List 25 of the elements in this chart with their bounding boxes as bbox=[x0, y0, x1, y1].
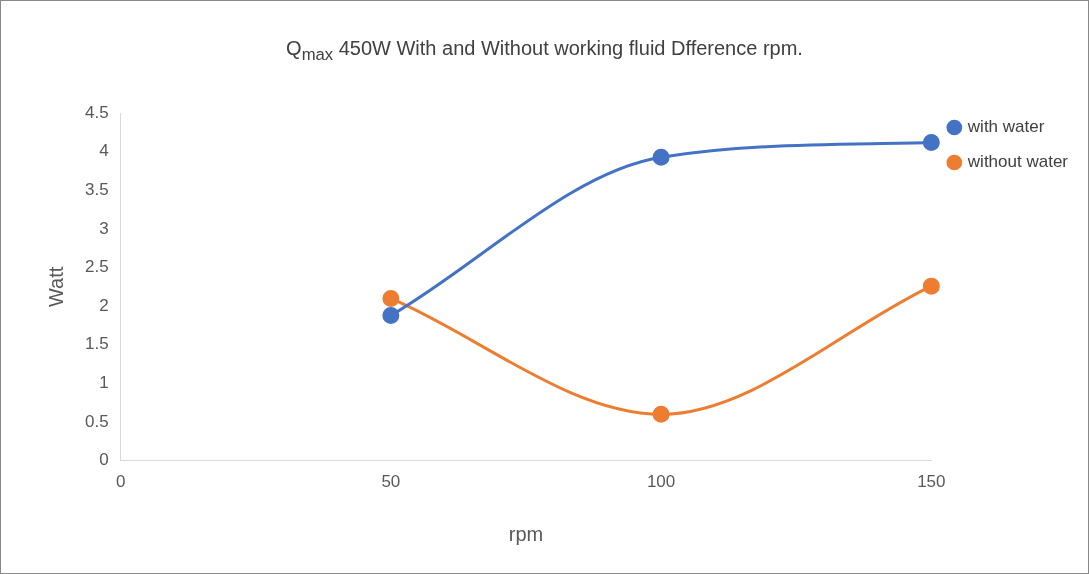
y-tick-label: 3.5 bbox=[84, 180, 109, 200]
y-tick-label: 1.5 bbox=[84, 334, 109, 354]
y-tick-label: 2.5 bbox=[84, 257, 109, 277]
point bbox=[922, 277, 940, 295]
x-tick-label: 0 bbox=[115, 472, 126, 492]
point bbox=[382, 306, 400, 324]
point bbox=[652, 148, 670, 166]
y-tick-label: 1 bbox=[99, 373, 109, 393]
y-tick-label: 4.5 bbox=[84, 102, 109, 122]
legend-label: without water bbox=[966, 152, 1069, 172]
y-tick-label: 0.5 bbox=[84, 411, 109, 431]
chart-title: Q$_{max}$ 450W With and Without working fluid Dfference rpm. bbox=[285, 37, 804, 65]
y-tick-label: 2 bbox=[99, 295, 109, 315]
point bbox=[382, 289, 400, 307]
x-axis-title: rpm bbox=[508, 522, 544, 545]
point bbox=[922, 134, 940, 152]
y-axis-title: Watt bbox=[44, 266, 67, 308]
x-tick-label: 50 bbox=[381, 472, 401, 492]
x-tick-label: 150 bbox=[917, 472, 946, 492]
y-tick-label: 4 bbox=[99, 141, 109, 161]
y-tick-label: 0 bbox=[99, 450, 109, 470]
y-tick-label: 3 bbox=[99, 218, 109, 238]
x-tick-label: 100 bbox=[646, 472, 676, 492]
point bbox=[652, 405, 670, 423]
legend-label: with water bbox=[966, 117, 1045, 137]
